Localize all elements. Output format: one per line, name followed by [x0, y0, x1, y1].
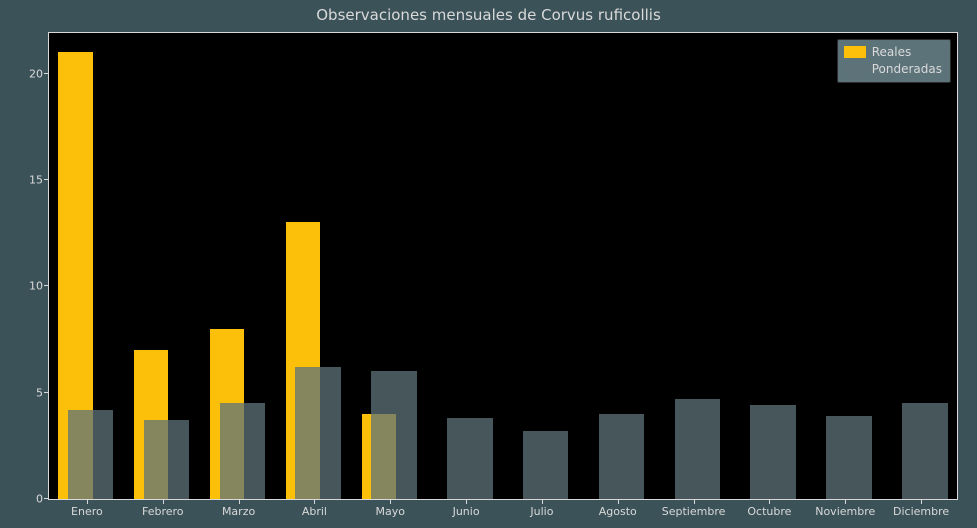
y-tick-mark — [44, 392, 49, 393]
bar-ponderadas — [68, 410, 114, 499]
x-tick-mark — [163, 499, 164, 504]
x-tick-mark — [239, 499, 240, 504]
bar-ponderadas — [902, 403, 948, 499]
x-tick-mark — [618, 499, 619, 504]
bar-ponderadas — [599, 414, 645, 499]
legend-label: Ponderadas — [872, 61, 942, 78]
figure: Observaciones mensuales de Corvus rufico… — [0, 0, 977, 528]
x-tick-mark — [694, 499, 695, 504]
bar-ponderadas — [523, 431, 569, 499]
x-tick-mark — [845, 499, 846, 504]
legend-swatch — [844, 46, 866, 58]
bar-ponderadas — [826, 416, 872, 499]
bar-ponderadas — [220, 403, 266, 499]
chart-title: Observaciones mensuales de Corvus rufico… — [0, 6, 977, 24]
bar-ponderadas — [371, 371, 417, 499]
y-tick-label: 0 — [36, 493, 49, 506]
y-tick-label: 10 — [29, 280, 49, 293]
bar-ponderadas — [675, 399, 721, 499]
bar-ponderadas — [295, 367, 341, 499]
y-tick-label: 5 — [36, 386, 49, 399]
legend-item: Reales — [844, 44, 942, 61]
y-tick-label: 20 — [29, 67, 49, 80]
x-tick-mark — [769, 499, 770, 504]
y-tick-label: 15 — [29, 173, 49, 186]
y-tick-mark — [44, 285, 49, 286]
x-tick-mark — [466, 499, 467, 504]
y-tick-mark — [44, 498, 49, 499]
x-tick-mark — [921, 499, 922, 504]
x-tick-mark — [87, 499, 88, 504]
legend-item: Ponderadas — [844, 61, 942, 78]
plot-area: RealesPonderadas 05101520EneroFebreroMar… — [48, 32, 958, 500]
x-tick-mark — [542, 499, 543, 504]
y-tick-mark — [44, 73, 49, 74]
bar-ponderadas — [144, 420, 190, 499]
x-tick-mark — [314, 499, 315, 504]
x-tick-mark — [390, 499, 391, 504]
bar-ponderadas — [750, 405, 796, 499]
bar-ponderadas — [447, 418, 493, 499]
legend-label: Reales — [872, 44, 912, 61]
legend: RealesPonderadas — [837, 39, 951, 83]
legend-swatch — [844, 63, 866, 75]
y-tick-mark — [44, 179, 49, 180]
